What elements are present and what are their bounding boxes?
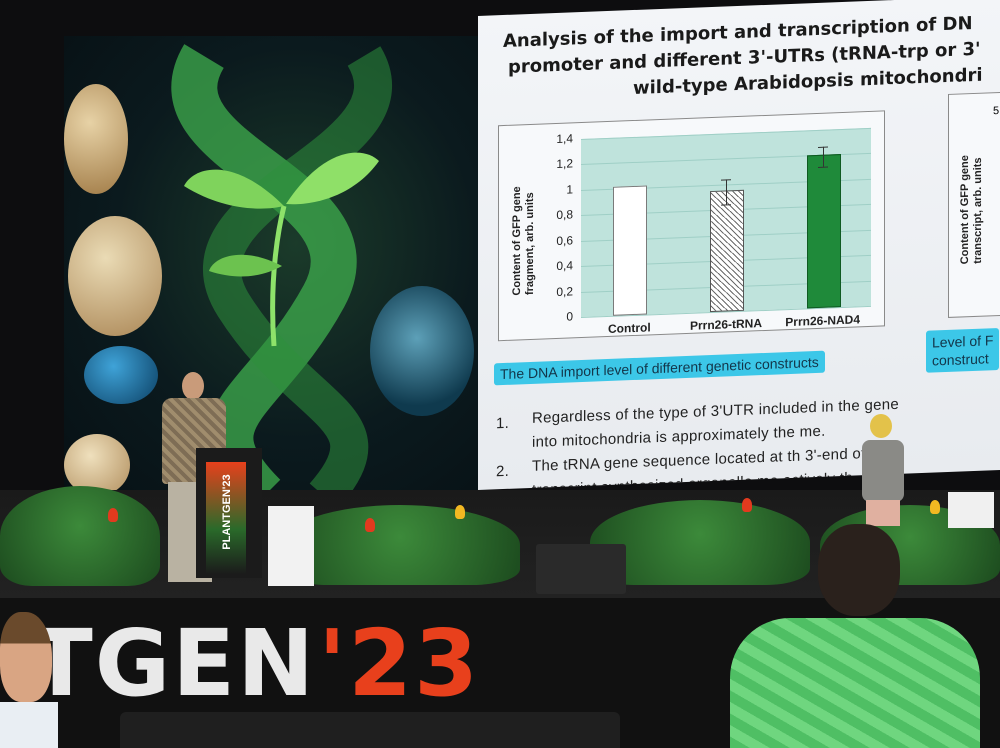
bar-chart: Content of GFP gene fragment, arb. units… [498, 110, 885, 342]
point-1-line-1: Regardless of the type of 3'UTR included… [532, 395, 900, 427]
flower-decoration [930, 500, 940, 514]
audience-member-left [0, 612, 60, 748]
moderator-legs [866, 500, 900, 526]
chart-y-tick: 0,6 [556, 233, 573, 248]
audience-right-head [818, 524, 900, 616]
caption-right-line-1: Level of F [932, 332, 994, 351]
audience-left-head [0, 612, 52, 702]
point-1-line-2: into mitochondria is approximately the m… [532, 422, 826, 451]
chart-bar-prrn26-nad4 [806, 153, 841, 309]
flower-decoration [108, 508, 118, 522]
chart-y-tick: 1,2 [556, 156, 573, 172]
second-chart-y-axis-label: Content of GFP gene transcript, arb. uni… [959, 154, 984, 265]
seed-graphic [64, 84, 128, 194]
caption-import-level: The DNA import level of different geneti… [494, 350, 825, 386]
dna-helix-illustration [171, 44, 392, 496]
side-table [268, 506, 314, 586]
speaker [158, 372, 230, 584]
seed-graphic [64, 434, 130, 496]
chart-x-label: Prrn26-NAD4 [785, 312, 860, 330]
caption-right-line-2: construct [932, 350, 989, 369]
chart-gridline [581, 127, 871, 141]
chart-plot-area [581, 127, 871, 319]
flower-decoration [365, 518, 375, 532]
chart-y-tick: 0,8 [556, 207, 573, 223]
audience-left-shirt [0, 702, 58, 748]
chart-y-tick: 0,2 [556, 283, 573, 299]
audience-member-right [730, 524, 980, 748]
moderator-table [948, 492, 994, 528]
point-1-number: 1. [496, 414, 510, 433]
point-2-number: 2. [496, 462, 510, 481]
chart-error-cap [721, 179, 731, 181]
left-projection-screen [64, 36, 486, 496]
chart-bar-prrn26-trna [710, 189, 744, 313]
podium-panel [206, 462, 246, 574]
chart-y-tick: 0,4 [556, 258, 573, 274]
slide-screen: Analysis of the import and transcription… [478, 0, 1000, 491]
stage-monitor-speaker [536, 544, 626, 594]
audience-right-shirt [730, 618, 980, 748]
chart-y-tick: 1 [566, 182, 573, 197]
chart-error-bar [822, 146, 824, 167]
seed-graphic [68, 216, 162, 336]
banner-text-tgen: TGEN [30, 610, 317, 717]
chart-x-label: Control [608, 320, 651, 337]
chart-x-label: Prrn26-tRNA [689, 316, 762, 333]
blue-cell-graphic [84, 346, 158, 404]
chart-error-bar [726, 179, 727, 205]
second-chart-partial: Content of GFP gene transcript, arb. uni… [948, 91, 1000, 318]
second-chart-tick: 5 [993, 104, 1000, 118]
speaker-head [182, 372, 204, 400]
chart-error-cap [817, 146, 828, 148]
audience-chairs [120, 712, 620, 748]
plant-decoration [0, 486, 160, 586]
moderator [858, 414, 908, 530]
flower-decoration [455, 505, 465, 519]
plant-decoration [590, 500, 810, 585]
banner-text-23: '23 [318, 610, 481, 717]
podium: PLANTGEN'23 [196, 448, 262, 578]
chart-y-axis-label: Content of GFP gene fragment, arb. units [511, 186, 536, 296]
moderator-body [862, 440, 904, 502]
blue-cell-graphic [370, 286, 474, 416]
plant-decoration [280, 505, 520, 585]
moderator-head [870, 414, 892, 438]
chart-y-tick: 1,4 [556, 131, 573, 146]
flower-decoration [742, 498, 752, 512]
chart-bar-control [613, 185, 648, 316]
chart-y-tick: 0 [566, 309, 573, 324]
podium-label: PLANTGEN'23 [221, 474, 233, 550]
